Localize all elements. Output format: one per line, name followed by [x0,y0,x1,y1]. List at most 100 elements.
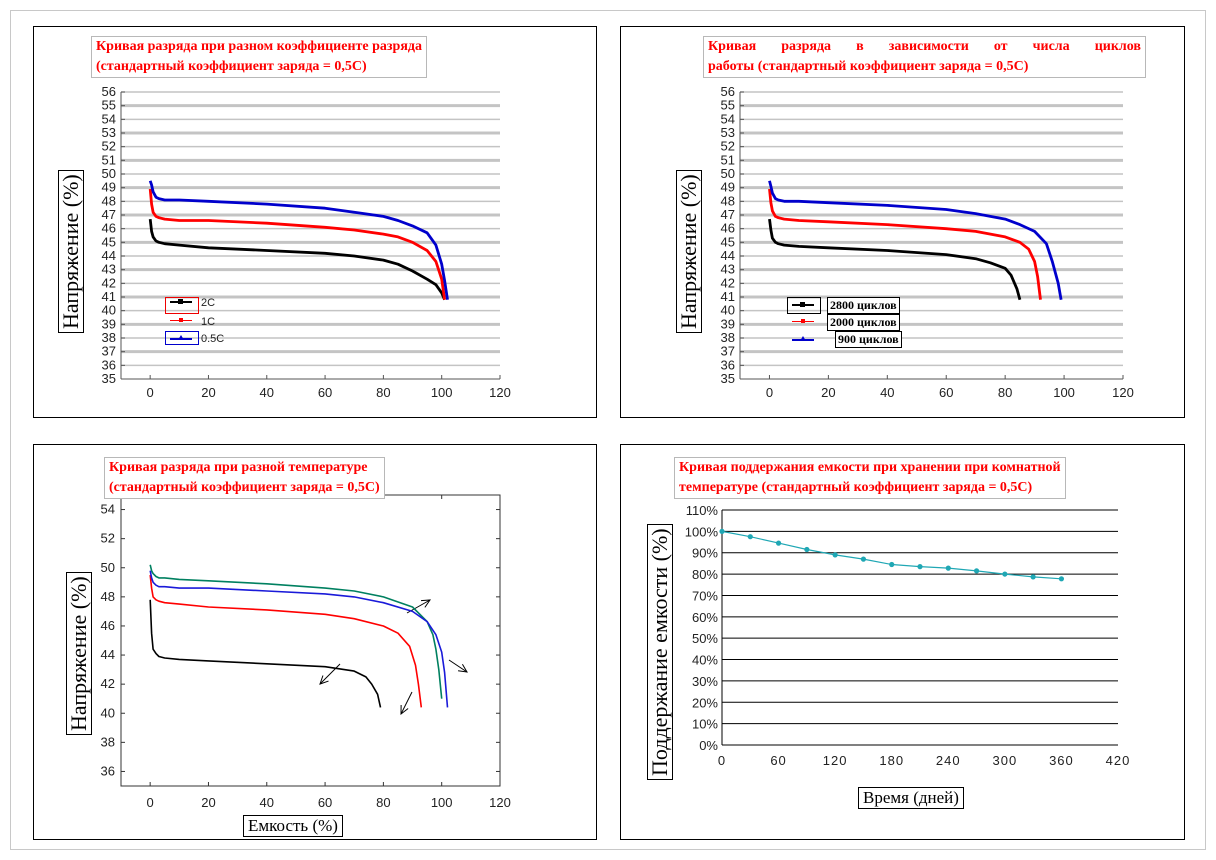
y-tick-label: 55 [102,98,116,113]
legend: 2800 циклов 2000 циклов 900 циклов [787,297,915,348]
title-line: Кривая поддержания емкости при хранении … [679,460,1061,475]
x-tick-label: 360 [1049,753,1074,768]
data-point [860,556,867,562]
data-point [889,561,895,568]
title-line: (стандартный коэффициент заряда = 0,5С) [109,480,380,495]
chart-title: Кривая поддержания емкости при хранении … [674,457,1066,499]
y-tick-label: 49 [721,180,735,195]
y-tick-label: 42 [721,275,735,290]
y-tick-label: 48 [721,193,735,208]
y-tick-label: 30% [692,674,718,689]
y-tick-label: 46 [721,221,735,236]
series-line [721,530,1062,580]
legend-marker [178,299,183,304]
y-tick-label: 35 [102,371,116,386]
y-tick-label: 47 [102,207,116,222]
x-tick-label: 120 [823,753,848,768]
y-tick-label: 50% [692,631,718,646]
y-tick-label: 36 [721,357,735,372]
title-line: Кривая разряда при разном коэффициенте р… [96,39,422,54]
legend-label: 900 циклов [835,331,902,348]
y-tick-label: 0% [699,738,718,753]
y-tick-label: 46 [102,221,116,236]
y-tick-label: 56 [102,84,116,99]
x-tick-label: 60 [318,385,332,400]
legend-marker [800,302,805,307]
y-tick-label: 53 [721,125,735,140]
y-tick-label: 38 [721,330,735,345]
y-tick-label: 38 [101,734,115,749]
x-tick-label: 0 [718,753,726,768]
y-tick-label: 37 [102,344,116,359]
y-tick-label: 43 [102,262,116,277]
legend-frame [165,331,199,345]
title-line: Кривая разряда в зависимости от числа ци… [708,39,1141,54]
title-line: работы (стандартный коэффициент заряда =… [708,59,1029,74]
legend-label: 2C [201,297,216,309]
legend-label: 1C [201,316,216,328]
chart-title: Кривая разряда в зависимости от числа ци… [703,36,1146,78]
y-tick-label: 40 [101,705,115,720]
legend-label: 0.5C [201,333,225,345]
legend: 2C 1C 0.5C [165,297,247,347]
x-tick-label: 80 [998,385,1012,400]
x-tick-label: 300 [993,753,1018,768]
y-tick-label: 42 [102,275,116,290]
x-tick-label: 120 [489,385,511,400]
chart-title: Кривая разряда при разном коэффициенте р… [91,36,427,78]
y-tick-label: 37 [721,344,735,359]
y-tick-label: 45 [102,234,116,249]
y-tick-label: 45 [721,234,735,249]
title-line: температуре (стандартный коэффициент зар… [679,480,1033,495]
title-line: Кривая разряда при разной температуре [109,460,368,475]
x-tick-label: 180 [879,753,904,768]
legend-frame [787,297,821,314]
y-tick-label: 50 [721,166,735,181]
y-tick-label: 100% [685,524,719,539]
x-tick-label: 100 [431,795,453,810]
y-tick-label: 44 [102,248,116,263]
y-tick-label: 46 [101,618,115,633]
y-tick-label: 48 [102,193,116,208]
legend-marker [178,335,184,340]
legend-marker [800,336,806,341]
x-tick-label: 60 [939,385,953,400]
y-tick-label: 38 [102,330,116,345]
y-axis-label: Поддержание емкости (%) [647,524,673,780]
x-tick-label: 0 [766,385,773,400]
legend-label: 2800 циклов [827,297,900,314]
series-line [768,218,1022,301]
x-tick-label: 20 [201,385,215,400]
legend-label: 2000 циклов [827,314,900,331]
y-tick-label: 41 [721,289,735,304]
chart-title: Кривая разряда при разной температуре (с… [104,457,385,499]
y-tick-label: 10% [692,717,718,732]
y-tick-label: 40% [692,653,718,668]
y-tick-label: 36 [102,357,116,372]
y-tick-label: 54 [101,502,115,517]
y-tick-label: 60% [692,610,718,625]
y-tick-label: 49 [102,180,116,195]
panel-temperature [33,444,597,840]
series-line [149,570,449,708]
y-tick-label: 80% [692,567,718,582]
y-tick-label: 90% [692,546,718,561]
series-line [148,218,446,301]
y-tick-label: 48 [101,589,115,604]
y-tick-label: 52 [102,139,116,154]
annotation-arrowhead [420,599,432,608]
y-tick-label: 47 [721,207,735,222]
series-line [148,180,449,300]
x-tick-label: 40 [260,385,274,400]
x-tick-label: 120 [1112,385,1134,400]
data-point [973,568,980,574]
x-tick-label: 0 [147,795,154,810]
y-tick-label: 70% [692,588,718,603]
x-tick-label: 40 [260,795,274,810]
y-tick-label: 110% [686,503,719,518]
y-tick-label: 53 [102,125,116,140]
x-tick-label: 60 [318,795,332,810]
